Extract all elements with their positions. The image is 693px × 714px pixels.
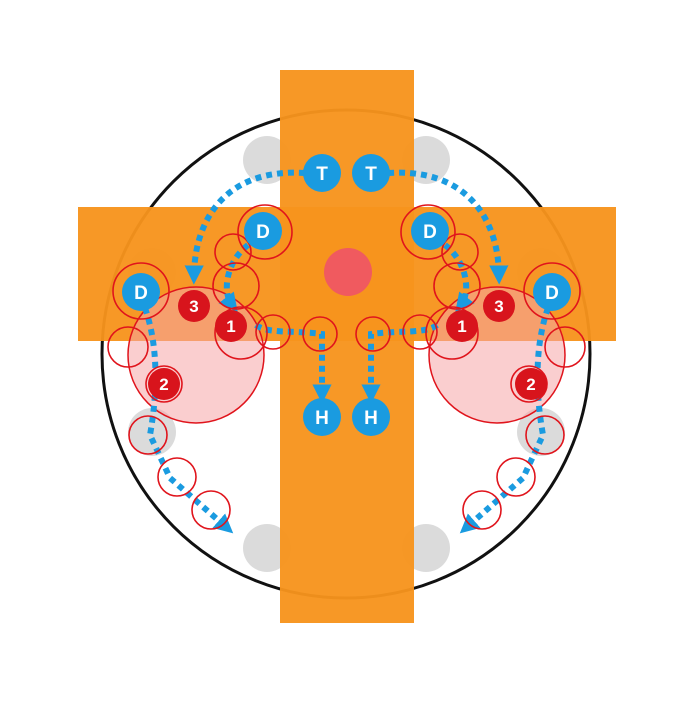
ring-marker xyxy=(145,365,183,403)
role-label: T xyxy=(365,164,377,185)
path-healer-left xyxy=(254,322,332,404)
role-markers: T T D D D D H H xyxy=(122,154,571,436)
pillar-marker xyxy=(243,524,291,572)
center-marker xyxy=(324,248,372,296)
role-marker-dps-upper-left: D xyxy=(244,212,282,250)
step-label: 2 xyxy=(159,375,168,394)
ring-marker xyxy=(525,415,565,455)
ring-marker xyxy=(191,490,231,530)
role-marker-dps-outer-right: D xyxy=(533,273,571,311)
role-marker-dps-upper-right: D xyxy=(411,212,449,250)
ring-markers xyxy=(107,204,586,530)
ring-marker xyxy=(255,314,291,350)
ring-marker xyxy=(214,233,252,271)
step-marker-right-2: 2 xyxy=(515,368,547,400)
role-marker-dps-outer-left: D xyxy=(122,273,160,311)
ring-marker xyxy=(441,233,479,271)
path-dps-outer-left xyxy=(142,307,234,534)
step-label: 2 xyxy=(526,375,535,394)
step-label: 1 xyxy=(226,317,235,336)
ring-marker xyxy=(433,262,481,310)
path-dps-outer-right xyxy=(459,307,551,534)
role-label: H xyxy=(315,408,329,429)
ring-marker xyxy=(544,326,586,368)
ring-marker xyxy=(302,316,338,352)
role-label: D xyxy=(256,222,270,243)
ring-marker xyxy=(402,314,438,350)
path-dps-upper-right xyxy=(443,242,475,313)
path-healer-right xyxy=(361,322,439,404)
platform-vertical xyxy=(280,70,414,623)
step-marker-left-3: 3 xyxy=(178,290,210,322)
step-label: 3 xyxy=(494,297,503,316)
movement-paths xyxy=(142,169,551,534)
ring-marker xyxy=(107,326,149,368)
step-marker-left-1: 1 xyxy=(215,310,247,342)
role-marker-healer-right: H xyxy=(352,398,390,436)
ring-marker xyxy=(157,457,197,497)
role-marker-healer-left: H xyxy=(303,398,341,436)
ring-marker xyxy=(523,262,581,320)
role-label: T xyxy=(316,164,328,185)
role-label: D xyxy=(423,222,437,243)
ring-marker xyxy=(214,306,268,360)
ring-marker xyxy=(400,204,456,260)
role-marker-tank-left: T xyxy=(303,154,341,192)
ring-marker xyxy=(496,457,536,497)
step-markers: 1 2 3 1 2 3 xyxy=(148,290,547,400)
ring-marker xyxy=(425,306,479,360)
step-label: 1 xyxy=(457,317,466,336)
ring-marker xyxy=(112,262,170,320)
step-marker-right-1: 1 xyxy=(446,310,478,342)
ring-marker xyxy=(128,415,168,455)
step-marker-right-3: 3 xyxy=(483,290,515,322)
ring-marker xyxy=(355,316,391,352)
step-label: 3 xyxy=(189,297,198,316)
path-dps-upper-left xyxy=(218,242,250,313)
path-tank-right xyxy=(387,169,509,285)
role-label: D xyxy=(545,283,559,304)
role-label: D xyxy=(134,283,148,304)
role-label: H xyxy=(364,408,378,429)
path-tank-left xyxy=(184,169,306,285)
step-marker-left-2: 2 xyxy=(148,368,180,400)
role-marker-tank-right: T xyxy=(352,154,390,192)
ring-marker xyxy=(237,204,293,260)
ring-marker xyxy=(212,262,260,310)
ring-marker xyxy=(462,490,502,530)
